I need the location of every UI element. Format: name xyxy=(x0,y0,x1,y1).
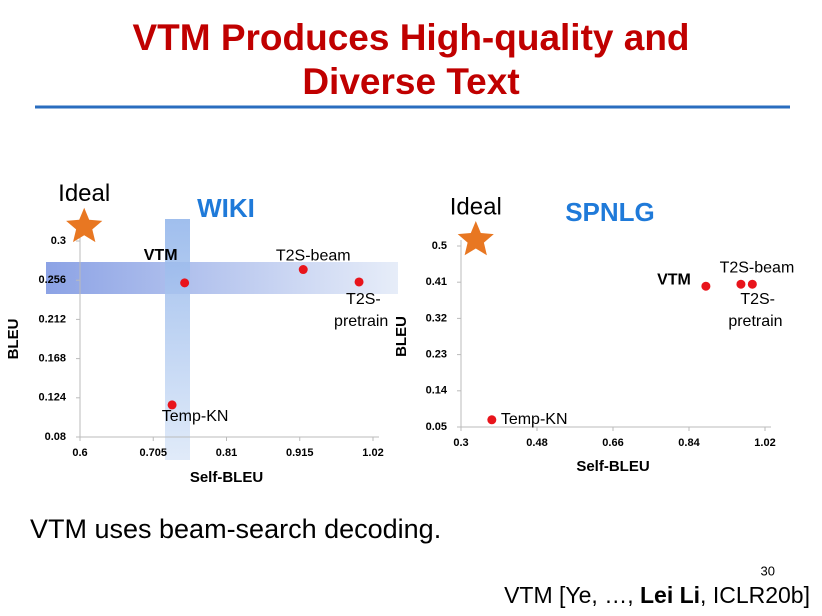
y-tick-label: 0.124 xyxy=(38,392,66,404)
point-label-line: T2S- xyxy=(740,291,775,308)
ideal-label: Ideal xyxy=(58,180,110,207)
point-label: VTM xyxy=(657,271,691,288)
ideal-star xyxy=(66,207,103,243)
point xyxy=(167,400,177,410)
citation-part: Lei Li xyxy=(640,582,700,608)
y-tick-label: 0.168 xyxy=(38,353,66,365)
y-tick-label: 0.5 xyxy=(432,240,447,252)
point-label: T2S-pretrain xyxy=(334,291,388,330)
x-tick-label: 0.48 xyxy=(526,437,547,449)
x-axis-label: Self-BLEU xyxy=(190,469,263,486)
ideal-label: Ideal xyxy=(450,193,502,220)
point xyxy=(747,279,757,289)
point-label: T2S-beam xyxy=(276,248,351,265)
highlight-band xyxy=(46,262,398,294)
ideal-star xyxy=(457,221,494,256)
x-tick-label: 0.705 xyxy=(139,447,167,459)
y-tick-label: 0.23 xyxy=(426,349,447,361)
point-label: VTM xyxy=(144,247,178,264)
y-tick-label: 0.256 xyxy=(38,274,66,286)
y-tick-label: 0.05 xyxy=(426,421,447,433)
y-tick-label: 0.41 xyxy=(426,276,447,288)
point-label: Temp-KN xyxy=(162,408,229,425)
y-axis-label: BLEU xyxy=(393,316,410,357)
point xyxy=(180,278,190,288)
x-tick-label: 0.915 xyxy=(286,447,314,459)
point-label: Temp-KN xyxy=(501,411,568,428)
point xyxy=(736,279,746,289)
chart-title: SPNLG xyxy=(565,197,655,227)
highlight-band xyxy=(165,219,190,460)
point-label-line: pretrain xyxy=(728,313,782,330)
x-tick-label: 1.02 xyxy=(362,447,383,459)
point xyxy=(487,415,497,425)
x-tick-label: 0.81 xyxy=(216,447,237,459)
point-label-line: T2S- xyxy=(346,291,381,308)
charts: 0.6 0.705 0.81 0.915 1.02 0.08 0.124 0.168 0.212… xyxy=(5,180,794,486)
x-tick-label: 1.02 xyxy=(754,437,775,449)
caption: VTM uses beam-search decoding. xyxy=(30,514,441,544)
point-label-line: pretrain xyxy=(334,313,388,330)
title-line: Diverse Text xyxy=(302,61,519,102)
y-tick-label: 0.32 xyxy=(426,312,447,324)
citation-part: , ICLR20b] xyxy=(700,582,810,608)
title-line: VTM Produces High-quality and xyxy=(132,17,689,58)
x-tick-label: 0.84 xyxy=(678,437,700,449)
point xyxy=(701,281,711,291)
x-axis-label: Self-BLEU xyxy=(576,458,649,475)
y-tick-label: 0.08 xyxy=(45,431,66,443)
x-tick-label: 0.66 xyxy=(602,437,623,449)
point-label: T2S-pretrain xyxy=(728,291,782,330)
chart-title: WIKI xyxy=(197,193,255,223)
x-tick-label: 0.3 xyxy=(453,437,468,449)
y-axis-label: BLEU xyxy=(5,319,22,360)
y-tick-label: 0.14 xyxy=(426,385,448,397)
point-label: T2S-beam xyxy=(720,259,795,276)
point xyxy=(298,265,308,275)
x-tick-label: 0.6 xyxy=(72,447,87,459)
y-tick-label: 0.3 xyxy=(51,235,66,247)
citation: VTM [Ye, …, Lei Li, ICLR20b] xyxy=(504,582,810,608)
citation-part: VTM [Ye, …, xyxy=(504,582,640,608)
y-tick-label: 0.212 xyxy=(38,313,66,325)
page-number: 30 xyxy=(761,563,775,578)
point xyxy=(354,277,364,287)
